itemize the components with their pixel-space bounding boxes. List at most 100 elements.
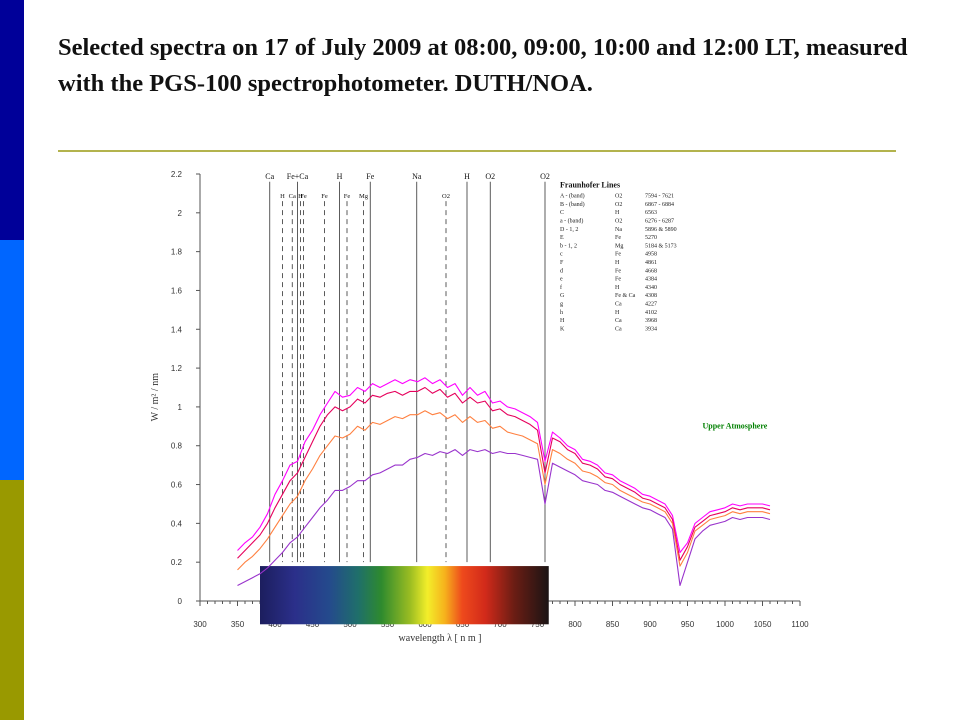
fraunhofer-table-line: b - 1, 2 bbox=[560, 243, 577, 249]
fraunhofer-table-wavelength: 4102 bbox=[645, 310, 657, 316]
fraunhofer-table-wavelength: 4308 bbox=[645, 293, 657, 299]
fraunhofer-marker-label: Fe bbox=[300, 193, 307, 200]
spectrum-series-line bbox=[237, 449, 771, 587]
fraunhofer-marker-label: H bbox=[298, 193, 303, 200]
y-tick-label: 0 bbox=[178, 597, 183, 606]
spectrum-series-line bbox=[237, 410, 771, 571]
fraunhofer-table-wavelength: 4668 bbox=[645, 268, 657, 274]
fraunhofer-table-wavelength: 5270 bbox=[645, 235, 657, 241]
fraunhofer-marker-label: H bbox=[337, 172, 343, 181]
accent-bar-blue bbox=[0, 0, 24, 240]
fraunhofer-table-element: H bbox=[615, 210, 620, 216]
fraunhofer-table-wavelength: 4340 bbox=[645, 285, 657, 291]
x-tick-label: 950 bbox=[681, 620, 695, 629]
fraunhofer-table-element: Fe bbox=[615, 268, 621, 274]
x-tick-label: 350 bbox=[231, 620, 245, 629]
fraunhofer-table-element: Mg bbox=[615, 243, 623, 249]
fraunhofer-table-element: Fe bbox=[615, 277, 621, 283]
fraunhofer-marker-label: Ca bbox=[289, 193, 296, 200]
fraunhofer-table-element: Fe bbox=[615, 252, 621, 258]
x-tick-label: 1100 bbox=[791, 620, 809, 629]
x-tick-label: 450 bbox=[306, 620, 320, 629]
x-tick-label: 300 bbox=[193, 620, 207, 629]
x-tick-label: 800 bbox=[568, 620, 582, 629]
fraunhofer-marker-label: O2 bbox=[442, 193, 450, 200]
fraunhofer-table-line: G bbox=[560, 293, 565, 299]
fraunhofer-table-line: D - 1, 2 bbox=[560, 227, 578, 233]
fraunhofer-table-line: H bbox=[560, 318, 565, 324]
fraunhofer-table-element: Ca bbox=[615, 301, 622, 307]
y-tick-label: 1 bbox=[178, 403, 183, 412]
fraunhofer-table-element: Fe & Ca bbox=[615, 293, 636, 299]
fraunhofer-marker-label: Na bbox=[412, 172, 422, 181]
x-tick-label: 850 bbox=[606, 620, 620, 629]
x-tick-label: 550 bbox=[381, 620, 395, 629]
fraunhofer-marker-label: H bbox=[280, 193, 285, 200]
fraunhofer-table-element: H bbox=[615, 310, 620, 316]
fraunhofer-table-line: a - (band) bbox=[560, 217, 583, 224]
y-tick-label: 0.8 bbox=[171, 442, 183, 451]
fraunhofer-table-line: A - (band) bbox=[560, 193, 585, 200]
fraunhofer-table-wavelength: 7594 - 7621 bbox=[645, 194, 674, 200]
fraunhofer-table-line: B - (band) bbox=[560, 201, 585, 208]
fraunhofer-table-element: H bbox=[615, 285, 620, 291]
fraunhofer-table-element: O2 bbox=[615, 194, 622, 200]
accent-bar-light-blue bbox=[0, 240, 24, 480]
y-tick-label: 2.2 bbox=[171, 170, 183, 179]
spectrum-series-line bbox=[237, 386, 771, 561]
fraunhofer-marker-label: Fe+Ca bbox=[287, 172, 309, 181]
slide-title: Selected spectra on 17 of July 2009 at 0… bbox=[58, 34, 908, 97]
fraunhofer-marker-label: Fe bbox=[366, 172, 374, 181]
x-tick-label: 700 bbox=[493, 620, 507, 629]
fraunhofer-table-wavelength: 4861 bbox=[645, 260, 657, 266]
y-tick-label: 2 bbox=[178, 209, 183, 218]
fraunhofer-table-element: Ca bbox=[615, 326, 622, 332]
y-tick-label: 0.4 bbox=[171, 519, 183, 528]
x-tick-label: 650 bbox=[456, 620, 470, 629]
fraunhofer-table-wavelength: 4384 bbox=[645, 277, 657, 283]
fraunhofer-table-wavelength: 3934 bbox=[645, 326, 657, 332]
fraunhofer-table-wavelength: 5184 & 5173 bbox=[645, 243, 677, 249]
fraunhofer-marker-label: Ca bbox=[265, 172, 274, 181]
x-tick-label: 1050 bbox=[754, 620, 772, 629]
fraunhofer-table-line: E bbox=[560, 235, 564, 241]
x-tick-label: 500 bbox=[343, 620, 357, 629]
y-tick-label: 1.2 bbox=[171, 364, 183, 373]
x-tick-label: 900 bbox=[643, 620, 657, 629]
visible-spectrum-strip bbox=[260, 566, 549, 625]
x-tick-label: 1000 bbox=[716, 620, 734, 629]
fraunhofer-table-line: g bbox=[560, 301, 563, 307]
fraunhofer-table-wavelength: 5896 & 5890 bbox=[645, 227, 677, 233]
fraunhofer-marker-label: O2 bbox=[485, 172, 495, 181]
y-tick-label: 1.8 bbox=[171, 248, 183, 257]
fraunhofer-marker-label: Fe bbox=[344, 193, 351, 200]
x-tick-label: 600 bbox=[418, 620, 432, 629]
spectra-chart: 0 0.2 0.4 0.6 0.8 1 1.2 1.4 1.6 1.8 2 2.2 300 350 400 4… bbox=[150, 170, 809, 644]
fraunhofer-table-line: f bbox=[560, 284, 562, 291]
fraunhofer-marker-label: Mg bbox=[359, 193, 369, 200]
fraunhofer-table-wavelength: 6563 bbox=[645, 210, 657, 216]
fraunhofer-table-wavelength: 4227 bbox=[645, 301, 657, 307]
fraunhofer-marker-label: Fe bbox=[321, 193, 328, 200]
y-tick-label: 0.2 bbox=[171, 558, 183, 567]
title-divider bbox=[58, 150, 896, 152]
fraunhofer-table-line: K bbox=[560, 326, 565, 332]
fraunhofer-table-element: Ca bbox=[615, 318, 622, 324]
y-axis-label: W / m² / nm bbox=[150, 373, 161, 422]
spectrum-series-line bbox=[237, 377, 771, 554]
fraunhofer-table-element: Na bbox=[615, 227, 622, 233]
x-axis-label: wavelength λ [ n m ] bbox=[399, 633, 482, 644]
fraunhofer-table-line: h bbox=[560, 310, 563, 316]
y-tick-label: 1.4 bbox=[171, 325, 183, 334]
fraunhofer-table-title: Fraunhofer Lines bbox=[560, 181, 620, 190]
upper-atmosphere-label: Upper Atmosphere bbox=[703, 421, 768, 430]
fraunhofer-table-wavelength: 6276 - 6287 bbox=[645, 218, 674, 224]
fraunhofer-table-line: C bbox=[560, 210, 564, 216]
y-tick-label: 1.6 bbox=[171, 286, 183, 295]
fraunhofer-table-element: O2 bbox=[615, 202, 622, 208]
fraunhofer-table-wavelength: 4958 bbox=[645, 252, 657, 258]
fraunhofer-table-element: O2 bbox=[615, 218, 622, 224]
fraunhofer-table-line: F bbox=[560, 260, 564, 266]
fraunhofer-marker-label: O2 bbox=[540, 172, 550, 181]
x-tick-label: 750 bbox=[531, 620, 545, 629]
